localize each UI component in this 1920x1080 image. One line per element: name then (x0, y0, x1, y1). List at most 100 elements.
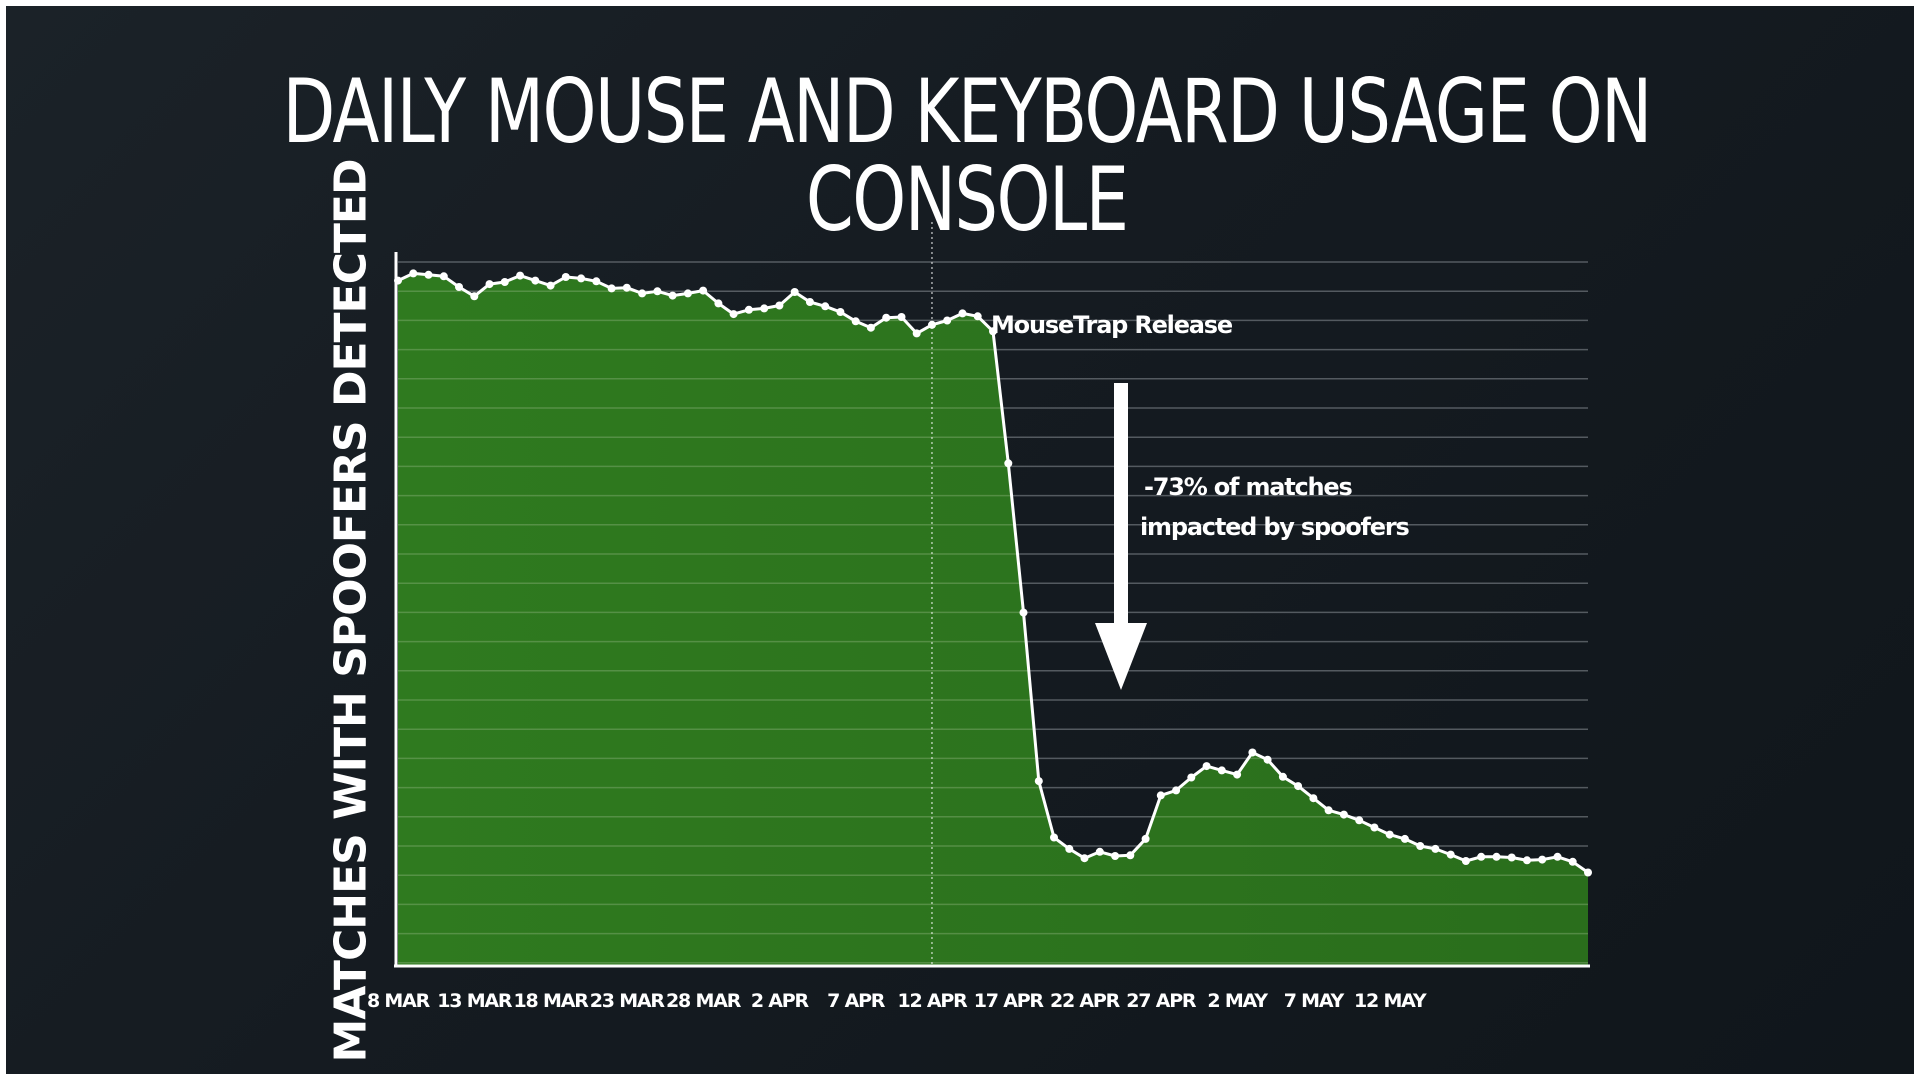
chart-title: DAILY MOUSE AND KEYBOARD USAGE ON CONSOL… (282, 60, 1652, 251)
data-point (1385, 830, 1394, 839)
series-points (394, 269, 1592, 877)
data-point (1538, 855, 1547, 864)
data-point (958, 309, 967, 318)
data-point (607, 284, 616, 293)
data-point (1584, 868, 1592, 877)
data-point (1065, 844, 1074, 853)
x-tick-label: 12 APR (897, 990, 968, 1012)
data-point (1034, 777, 1043, 786)
data-point (1156, 791, 1165, 800)
data-point (699, 286, 708, 295)
data-point (744, 305, 753, 314)
x-tick-label: 17 APR (974, 990, 1045, 1012)
data-point (851, 317, 860, 326)
data-point (1431, 844, 1440, 853)
event-label: MouseTrap Release (991, 311, 1233, 339)
x-tick-label: 8 MAR (367, 990, 431, 1012)
down-arrow-icon (1095, 383, 1147, 690)
data-point (1492, 852, 1501, 861)
data-point (729, 310, 738, 319)
data-point (1400, 834, 1409, 843)
data-point (943, 316, 952, 325)
data-point (653, 287, 662, 296)
data-point (1095, 847, 1104, 856)
data-point (424, 270, 433, 279)
data-point (1263, 755, 1272, 764)
data-point (1233, 770, 1242, 779)
data-point (1416, 842, 1425, 850)
data-point (1507, 853, 1516, 862)
data-point (577, 274, 586, 283)
x-tick-label: 7 APR (827, 990, 886, 1012)
data-point (1339, 810, 1348, 819)
data-point (836, 308, 845, 316)
x-tick-label: 13 MAR (437, 990, 513, 1012)
data-point (638, 289, 647, 298)
annotation-line-2: impacted by spoofers (1140, 513, 1409, 541)
data-point (455, 283, 463, 291)
data-point (439, 272, 448, 281)
data-point (1370, 823, 1379, 832)
data-point (1080, 854, 1089, 863)
data-point (1294, 782, 1303, 791)
data-point (1553, 852, 1562, 861)
data-point (409, 269, 418, 278)
data-point (531, 276, 540, 285)
data-point (1202, 762, 1211, 771)
x-tick-label: 2 APR (751, 990, 810, 1012)
data-point (1568, 857, 1577, 866)
data-point (1477, 852, 1486, 861)
data-point (866, 323, 875, 332)
data-point (516, 271, 525, 280)
data-point (500, 278, 509, 286)
data-point (546, 281, 555, 290)
data-point (683, 289, 692, 298)
data-point (1141, 834, 1150, 843)
data-point (1248, 748, 1257, 757)
data-point (973, 312, 982, 321)
data-point (1461, 857, 1470, 865)
data-point (912, 329, 921, 338)
data-point (470, 292, 479, 301)
data-point (882, 313, 891, 322)
data-point (1004, 459, 1013, 468)
data-point (592, 277, 601, 286)
data-point (714, 299, 723, 308)
data-point (668, 291, 677, 300)
data-point (790, 288, 799, 296)
x-tick-label: 22 APR (1050, 990, 1121, 1012)
data-point (622, 283, 631, 292)
x-tick-label: 18 MAR (514, 990, 590, 1012)
x-tick-label: 2 MAY (1207, 990, 1268, 1012)
data-point (1217, 766, 1226, 775)
x-tick-label: 27 APR (1126, 990, 1197, 1012)
data-point (760, 304, 769, 313)
data-point (1172, 786, 1181, 795)
data-point (1355, 816, 1364, 825)
data-point (1446, 850, 1455, 859)
x-tick-label: 7 MAY (1284, 990, 1345, 1012)
data-point (1187, 773, 1196, 782)
data-point (1278, 772, 1287, 781)
x-axis-ticks: 8 MAR 13 MAR 18 MAR 23 MAR 28 MAR 2 APR 7 APR 1… (367, 990, 1428, 1012)
annotation-line-1: -73% of matches (1144, 473, 1353, 501)
data-point (897, 313, 906, 321)
data-point (561, 273, 570, 281)
data-point (775, 301, 784, 310)
x-tick-label: 28 MAR (666, 990, 742, 1012)
data-point (1523, 856, 1531, 865)
x-tick-label: 12 MAY (1354, 990, 1427, 1012)
data-point (1309, 794, 1318, 803)
data-point (821, 302, 830, 311)
data-point (1050, 833, 1058, 842)
data-point (1126, 851, 1135, 860)
data-point (928, 320, 936, 329)
data-point (1324, 806, 1333, 815)
data-point (989, 327, 997, 336)
area-fill (398, 273, 1588, 966)
data-point (485, 280, 494, 289)
x-tick-label: 23 MAR (590, 990, 666, 1012)
data-point (805, 298, 814, 306)
data-point (1111, 852, 1120, 860)
